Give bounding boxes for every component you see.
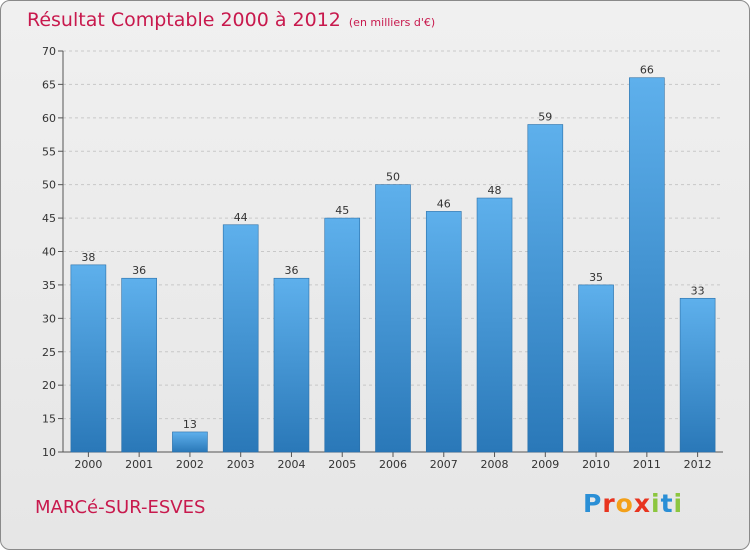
y-tick-label: 55 — [42, 145, 56, 158]
y-tick-label: 15 — [42, 413, 56, 426]
logo-letter: i — [651, 489, 661, 518]
data-label: 45 — [335, 204, 349, 217]
y-tick-label: 70 — [42, 45, 56, 58]
bar — [578, 284, 614, 453]
data-label: 35 — [589, 271, 603, 284]
bar — [172, 431, 208, 453]
x-tick-label: 2007 — [430, 458, 458, 471]
logo-letter: x — [633, 489, 651, 518]
data-label: 36 — [132, 264, 146, 277]
bar — [222, 224, 259, 453]
bar — [375, 184, 411, 453]
data-label: 33 — [691, 284, 705, 297]
data-label: 13 — [183, 418, 197, 431]
town-name: MARCé-SUR-ESVES — [35, 497, 206, 518]
x-tick-label: 2001 — [125, 458, 153, 471]
logo-letter: o — [615, 489, 634, 518]
bar — [273, 277, 310, 453]
bar — [70, 264, 107, 453]
chart-title: Résultat Comptable 2000 à 2012 (en millie… — [27, 9, 435, 31]
y-tick-label: 20 — [42, 379, 56, 392]
bars — [70, 77, 716, 453]
y-tick-label: 25 — [42, 346, 56, 359]
y-tick-label: 50 — [42, 179, 56, 192]
data-label: 38 — [81, 251, 95, 264]
x-tick-label: 2005 — [328, 458, 356, 471]
data-label: 66 — [640, 64, 654, 77]
bar — [527, 124, 564, 453]
y-tick-label: 60 — [42, 112, 56, 125]
y-tick-label: 45 — [42, 212, 56, 225]
y-tick-label: 10 — [42, 446, 56, 459]
proxiti-logo: Proxiti — [583, 489, 683, 518]
y-tick-label: 35 — [42, 279, 56, 292]
x-tick-label: 2011 — [633, 458, 661, 471]
data-label: 48 — [488, 184, 502, 197]
data-label: 50 — [386, 171, 400, 184]
data-label: 59 — [538, 111, 552, 124]
logo-letter: P — [583, 489, 603, 518]
x-tick-label: 2008 — [481, 458, 509, 471]
bar — [679, 297, 716, 453]
logo-letter: r — [602, 489, 616, 518]
labels: 10 15 20 25 30 35 40 45 50 55 60 65 70 38 2000 36 2001 13… — [42, 45, 712, 471]
data-label: 46 — [437, 197, 451, 210]
x-tick-label: 2004 — [277, 458, 305, 471]
chart-title-text: Résultat Comptable 2000 à 2012 — [27, 9, 341, 31]
bar — [476, 197, 513, 453]
x-tick-label: 2000 — [74, 458, 102, 471]
bar — [629, 77, 665, 453]
x-tick-label: 2009 — [531, 458, 559, 471]
y-tick-label: 65 — [42, 78, 56, 91]
x-tick-label: 2012 — [684, 458, 712, 471]
x-tick-label: 2003 — [227, 458, 255, 471]
data-label: 44 — [234, 211, 248, 224]
x-tick-label: 2006 — [379, 458, 407, 471]
logo-letter: t — [660, 489, 674, 518]
x-tick-label: 2002 — [176, 458, 204, 471]
y-tick-label: 30 — [42, 312, 56, 325]
chart-subtitle: (en milliers d'€) — [348, 16, 436, 29]
bar — [121, 277, 157, 453]
logo-letter: i — [673, 489, 684, 518]
bar — [425, 211, 462, 453]
x-tick-label: 2010 — [582, 458, 610, 471]
y-tick-label: 40 — [42, 246, 56, 259]
data-label: 36 — [284, 264, 298, 277]
bar — [324, 217, 361, 453]
